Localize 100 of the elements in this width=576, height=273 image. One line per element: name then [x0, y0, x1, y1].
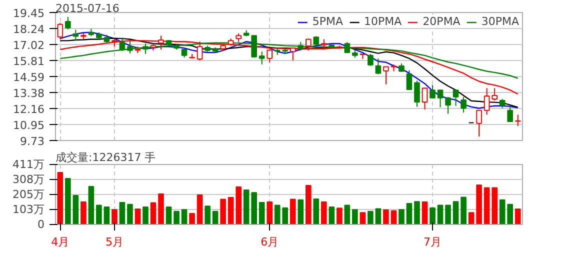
candlestick — [65, 16, 71, 30]
bar — [96, 204, 102, 224]
candlestick — [258, 51, 265, 65]
bar — [305, 185, 312, 224]
bar — [266, 201, 273, 224]
candlestick — [266, 49, 273, 63]
bar — [406, 202, 412, 224]
bar — [422, 201, 428, 224]
bar — [142, 206, 148, 224]
bar — [445, 204, 451, 224]
x-tick-label: 5月 — [105, 236, 124, 248]
bar — [158, 193, 164, 224]
bar — [290, 198, 296, 224]
y-tick-label: 10.95 — [13, 118, 45, 132]
bar — [452, 201, 459, 224]
bar — [514, 208, 521, 224]
bar — [150, 202, 156, 224]
bar — [72, 194, 79, 224]
y-tick-label: 18.24 — [13, 22, 45, 36]
y-tick-label: 308万 — [12, 173, 45, 186]
y-tick-label: 9.73 — [20, 135, 45, 148]
y-tick-label: 12.16 — [13, 103, 45, 116]
bar — [437, 204, 444, 224]
candlestick — [57, 22, 64, 40]
bar — [258, 202, 265, 224]
bar — [127, 204, 133, 224]
candlestick — [445, 96, 451, 114]
candlestick — [368, 53, 374, 66]
candlestick — [422, 88, 428, 110]
candlestick — [484, 88, 490, 116]
bar — [360, 212, 366, 224]
y-tick-label: 0 — [38, 218, 44, 231]
candlestick — [290, 47, 296, 61]
line-series — [60, 40, 518, 95]
legend-label: 5PMA — [312, 15, 344, 28]
x-tick-label: 7月 — [424, 236, 442, 248]
candlestick — [430, 84, 436, 99]
bar — [112, 209, 118, 224]
candlestick — [476, 110, 482, 137]
y-tick-label: 19.45 — [13, 7, 45, 20]
candlestick — [437, 90, 444, 108]
candlestick — [375, 58, 382, 75]
bar — [166, 206, 172, 224]
bar — [251, 192, 257, 224]
bar — [119, 202, 126, 224]
bar — [460, 196, 466, 224]
candlestick — [460, 96, 466, 114]
bar — [80, 201, 86, 224]
legend-label: 10PMA — [364, 15, 402, 28]
y-tick-label: 13.38 — [13, 86, 45, 100]
candlestick — [499, 98, 506, 109]
bar — [499, 199, 506, 224]
candlestick — [383, 66, 389, 85]
bar — [204, 206, 210, 224]
bar — [368, 210, 374, 224]
bar — [414, 201, 420, 224]
candlestick — [492, 88, 498, 101]
bar — [375, 208, 382, 224]
candlestick — [414, 80, 420, 108]
bar — [484, 187, 490, 224]
bar — [352, 209, 358, 224]
bar — [398, 209, 404, 224]
legend-label: 20PMA — [422, 15, 460, 28]
legend-label: 30PMA — [481, 15, 519, 28]
x-tick-label: 6月 — [260, 236, 279, 248]
bar — [313, 198, 320, 224]
chart-title: 成交量:1226317 手 — [56, 151, 156, 164]
bar — [390, 210, 397, 224]
bar — [492, 187, 498, 224]
bar — [57, 172, 64, 224]
bar — [243, 190, 250, 224]
bar — [336, 208, 342, 224]
x-tick-label: 4月 — [51, 236, 70, 248]
y-tick-label: 103万 — [12, 202, 45, 216]
bar — [181, 209, 188, 224]
bar — [236, 186, 242, 224]
bar — [344, 204, 350, 224]
bar — [383, 209, 389, 224]
y-tick-label: 411万 — [12, 158, 45, 171]
bar — [321, 201, 327, 224]
bar — [430, 207, 436, 224]
y-tick-label: 205万 — [12, 188, 45, 202]
bar — [220, 198, 226, 224]
candlestick — [507, 105, 513, 122]
bar — [228, 196, 234, 224]
bar — [298, 199, 304, 224]
y-tick-label: 14.59 — [13, 71, 45, 84]
candlestick — [406, 70, 412, 91]
y-tick-label: 15.81 — [13, 54, 45, 68]
bar — [507, 204, 513, 224]
bar — [212, 210, 218, 224]
bar — [189, 213, 195, 224]
bar — [65, 178, 71, 224]
bar — [328, 206, 335, 224]
bar — [88, 186, 94, 224]
bar — [196, 194, 203, 224]
bar — [134, 208, 141, 224]
chart-title: 2015-07-16 — [56, 2, 120, 15]
bar — [476, 184, 482, 224]
y-tick-label: 17.02 — [13, 39, 45, 52]
